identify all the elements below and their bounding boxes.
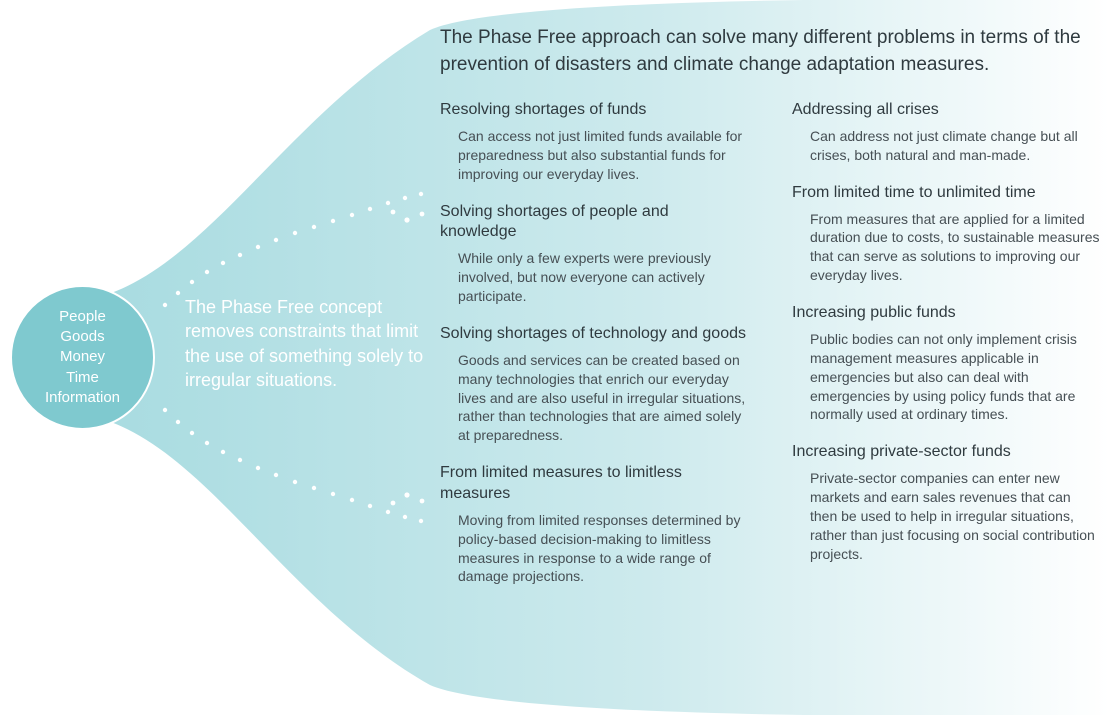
section-body: Goods and services can be created based … <box>440 351 748 445</box>
circle-item: Time <box>66 368 99 388</box>
section: Addressing all crises Can address not ju… <box>792 100 1100 165</box>
circle-item: Information <box>45 388 120 408</box>
section: From limited time to unlimited time From… <box>792 183 1100 285</box>
section-body: Can access not just limited funds availa… <box>440 127 748 184</box>
section-title: From limited measures to limitless measu… <box>440 463 748 505</box>
section-body: Moving from limited responses determined… <box>440 511 748 587</box>
section-body: Private-sector companies can enter new m… <box>792 469 1100 563</box>
headline: The Phase Free approach can solve many d… <box>440 25 1100 78</box>
section-title: From limited time to unlimited time <box>792 183 1100 204</box>
circle-item: Goods <box>60 327 104 347</box>
section: Increasing public funds Public bodies ca… <box>792 303 1100 424</box>
section-body: While only a few experts were previously… <box>440 249 748 306</box>
section-title: Solving shortages of people and knowledg… <box>440 202 748 244</box>
section-body: From measures that are applied for a lim… <box>792 210 1100 286</box>
section-title: Resolving shortages of funds <box>440 100 748 121</box>
section: Increasing private-sector funds Private-… <box>792 442 1100 563</box>
circle-item: People <box>59 307 106 327</box>
circle-item: Money <box>60 347 105 367</box>
right-column: Addressing all crises Can address not ju… <box>792 100 1100 604</box>
main-content: The Phase Free approach can solve many d… <box>440 25 1100 604</box>
source-circle: People Goods Money Time Information <box>10 285 155 430</box>
concept-statement: The Phase Free concept removes constrain… <box>185 295 425 392</box>
section-title: Increasing private-sector funds <box>792 442 1100 463</box>
section: From limited measures to limitless measu… <box>440 463 748 586</box>
section-body: Can address not just climate change but … <box>792 127 1100 165</box>
section-title: Solving shortages of technology and good… <box>440 324 748 345</box>
section-title: Increasing public funds <box>792 303 1100 324</box>
section: Solving shortages of technology and good… <box>440 324 748 445</box>
section: Resolving shortages of funds Can access … <box>440 100 748 183</box>
section: Solving shortages of people and knowledg… <box>440 202 748 306</box>
section-body: Public bodies can not only implement cri… <box>792 330 1100 424</box>
left-column: Resolving shortages of funds Can access … <box>440 100 748 604</box>
section-title: Addressing all crises <box>792 100 1100 121</box>
